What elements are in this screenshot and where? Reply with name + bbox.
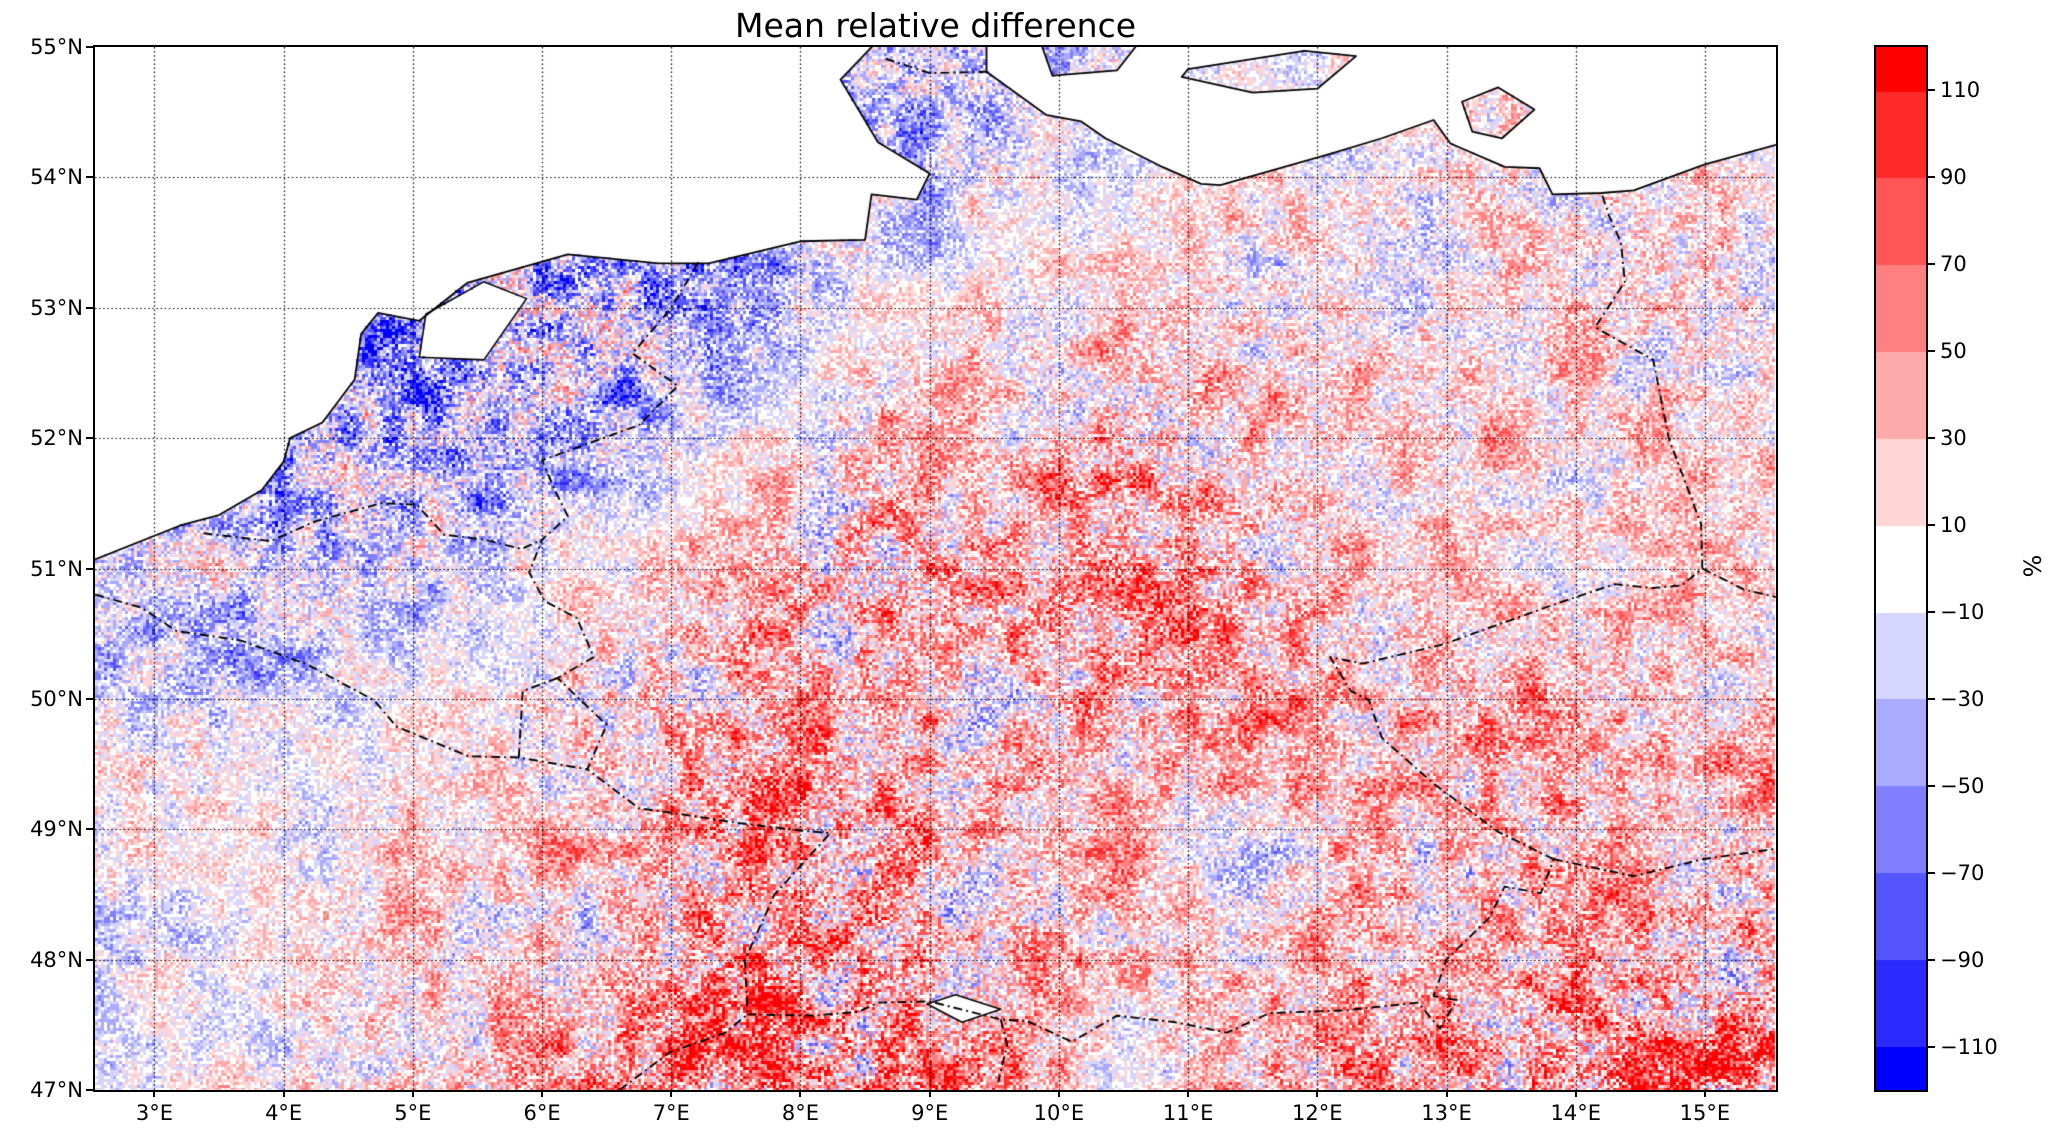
x-tick-mark xyxy=(153,1090,156,1097)
x-tick-label: 8°E xyxy=(781,1101,820,1125)
colorbar-tick-label: −70 xyxy=(1940,860,1985,885)
y-tick-mark xyxy=(86,1089,93,1091)
colorbar-tick-label: 110 xyxy=(1940,78,1981,103)
y-tick-label: 53°N xyxy=(30,295,83,320)
colorbar-tick-label: −90 xyxy=(1940,947,1985,972)
colorbar-tick-label: −50 xyxy=(1940,773,1985,798)
y-tick-mark xyxy=(86,176,93,179)
map-canvas xyxy=(95,47,1776,1090)
x-tick-mark xyxy=(928,1090,931,1097)
colorbar-tick-mark xyxy=(1928,176,1935,179)
x-tick-label: 5°E xyxy=(394,1101,432,1125)
y-tick-mark xyxy=(86,828,93,831)
x-tick-label: 15°E xyxy=(1679,1101,1731,1125)
colorbar-tick-mark xyxy=(1928,89,1935,92)
colorbar-tick-label: 50 xyxy=(1940,339,1967,364)
colorbar-canvas xyxy=(1876,47,1926,1090)
colorbar-tick-mark xyxy=(1928,958,1935,961)
colorbar-tick-label: 10 xyxy=(1940,513,1967,538)
chart-title: Mean relative difference xyxy=(734,6,1137,45)
map-plot-area xyxy=(93,45,1778,1092)
y-tick-label: 47°N xyxy=(30,1078,83,1102)
y-tick-label: 55°N xyxy=(30,35,83,59)
x-tick-mark xyxy=(282,1090,285,1097)
x-tick-mark xyxy=(541,1090,544,1097)
y-tick-mark xyxy=(86,697,93,700)
colorbar-tick-mark xyxy=(1928,524,1935,527)
x-tick-label: 7°E xyxy=(652,1101,690,1125)
colorbar xyxy=(1874,45,1928,1092)
colorbar-tick-label: −10 xyxy=(1940,599,1985,624)
colorbar-label: % xyxy=(2017,554,2046,578)
colorbar-tick-label: −110 xyxy=(1940,1034,1998,1059)
colorbar-tick-mark xyxy=(1928,784,1935,787)
colorbar-tick-label: −30 xyxy=(1940,686,1985,711)
x-tick-label: 3°E xyxy=(135,1101,173,1125)
y-tick-label: 48°N xyxy=(30,947,83,972)
x-tick-mark xyxy=(1057,1090,1060,1097)
y-tick-label: 50°N xyxy=(30,686,83,711)
colorbar-tick-mark xyxy=(1928,610,1935,613)
colorbar-tick-label: 70 xyxy=(1940,252,1967,277)
x-tick-mark xyxy=(1703,1090,1706,1097)
x-tick-mark xyxy=(670,1090,673,1097)
x-tick-label: 6°E xyxy=(523,1101,561,1125)
x-tick-mark xyxy=(799,1090,802,1097)
colorbar-tick-label: 90 xyxy=(1940,165,1967,190)
colorbar-tick-mark xyxy=(1928,871,1935,874)
y-tick-label: 54°N xyxy=(30,165,83,190)
x-tick-label: 12°E xyxy=(1292,1101,1343,1125)
colorbar-tick-mark xyxy=(1928,350,1935,353)
colorbar-tick-mark xyxy=(1928,697,1935,700)
x-tick-label: 9°E xyxy=(911,1101,949,1125)
y-tick-mark xyxy=(86,958,93,961)
y-tick-mark xyxy=(86,567,93,570)
x-tick-label: 4°E xyxy=(265,1101,303,1125)
x-tick-label: 14°E xyxy=(1550,1101,1601,1125)
colorbar-tick-mark xyxy=(1928,1045,1935,1048)
y-tick-label: 51°N xyxy=(30,556,83,581)
x-tick-label: 13°E xyxy=(1421,1101,1472,1125)
x-tick-label: 11°E xyxy=(1162,1101,1214,1125)
x-tick-mark xyxy=(1574,1090,1577,1097)
y-tick-label: 49°N xyxy=(30,817,83,842)
colorbar-tick-label: 30 xyxy=(1940,426,1967,451)
x-tick-mark xyxy=(411,1090,414,1097)
x-tick-label: 10°E xyxy=(1033,1101,1085,1125)
colorbar-tick-mark xyxy=(1928,263,1935,266)
x-tick-mark xyxy=(1316,1090,1319,1097)
x-tick-mark xyxy=(1445,1090,1448,1097)
y-tick-mark xyxy=(86,46,93,48)
y-tick-label: 52°N xyxy=(30,426,83,451)
colorbar-tick-mark xyxy=(1928,437,1935,440)
y-tick-mark xyxy=(86,306,93,309)
y-tick-mark xyxy=(86,437,93,440)
x-tick-mark xyxy=(1187,1090,1190,1097)
